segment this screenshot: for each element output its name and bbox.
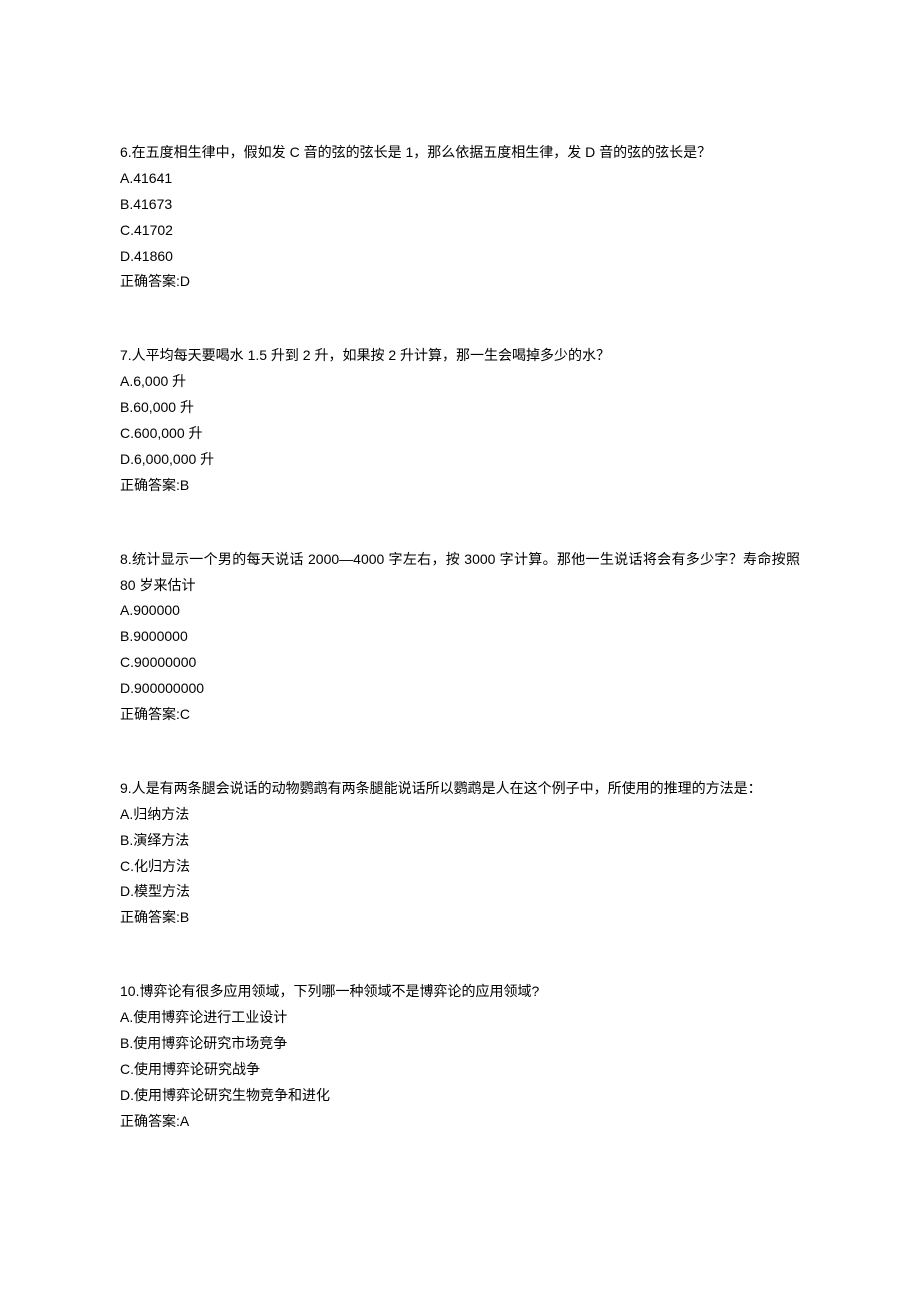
option-a: A.900000	[120, 598, 800, 624]
question-block-8: 8.统计显示一个男的每天说话 2000—4000 字左右，按 3000 字计算。…	[120, 547, 800, 728]
option-a: A.41641	[120, 166, 800, 192]
question-text: 7.人平均每天要喝水 1.5 升到 2 升，如果按 2 升计算，那一生会喝掉多少…	[120, 343, 800, 369]
option-c: C.41702	[120, 218, 800, 244]
option-b: B.9000000	[120, 624, 800, 650]
document-page: 6.在五度相生律中，假如发 C 音的弦的弦长是 1，那么依据五度相生律，发 D …	[0, 0, 920, 1302]
correct-answer: 正确答案:A	[120, 1109, 800, 1135]
option-d: D.900000000	[120, 676, 800, 702]
correct-answer: 正确答案:B	[120, 473, 800, 499]
option-a: A.归纳方法	[120, 802, 800, 828]
question-block-7: 7.人平均每天要喝水 1.5 升到 2 升，如果按 2 升计算，那一生会喝掉多少…	[120, 343, 800, 498]
question-text: 6.在五度相生律中，假如发 C 音的弦的弦长是 1，那么依据五度相生律，发 D …	[120, 140, 800, 166]
option-b: B.41673	[120, 192, 800, 218]
correct-answer: 正确答案:C	[120, 702, 800, 728]
option-d: D.41860	[120, 244, 800, 270]
option-d: D.6,000,000 升	[120, 447, 800, 473]
correct-answer: 正确答案:B	[120, 905, 800, 931]
option-c: C.600,000 升	[120, 421, 800, 447]
option-c: C.90000000	[120, 650, 800, 676]
question-text: 10.博弈论有很多应用领域，下列哪一种领域不是博弈论的应用领域?	[120, 979, 800, 1005]
correct-answer: 正确答案:D	[120, 269, 800, 295]
option-b: B.演绎方法	[120, 828, 800, 854]
option-a: A.使用博弈论进行工业设计	[120, 1005, 800, 1031]
question-block-10: 10.博弈论有很多应用领域，下列哪一种领域不是博弈论的应用领域? A.使用博弈论…	[120, 979, 800, 1134]
option-b: B.使用博弈论研究市场竞争	[120, 1031, 800, 1057]
option-b: B.60,000 升	[120, 395, 800, 421]
option-d: D.使用博弈论研究生物竞争和进化	[120, 1083, 800, 1109]
option-c: C.化归方法	[120, 854, 800, 880]
question-block-9: 9.人是有两条腿会说话的动物鹦鹉有两条腿能说话所以鹦鹉是人在这个例子中，所使用的…	[120, 776, 800, 931]
option-a: A.6,000 升	[120, 369, 800, 395]
question-text: 8.统计显示一个男的每天说话 2000—4000 字左右，按 3000 字计算。…	[120, 547, 800, 599]
option-c: C.使用博弈论研究战争	[120, 1057, 800, 1083]
question-text: 9.人是有两条腿会说话的动物鹦鹉有两条腿能说话所以鹦鹉是人在这个例子中，所使用的…	[120, 776, 800, 802]
question-block-6: 6.在五度相生律中，假如发 C 音的弦的弦长是 1，那么依据五度相生律，发 D …	[120, 140, 800, 295]
option-d: D.模型方法	[120, 879, 800, 905]
